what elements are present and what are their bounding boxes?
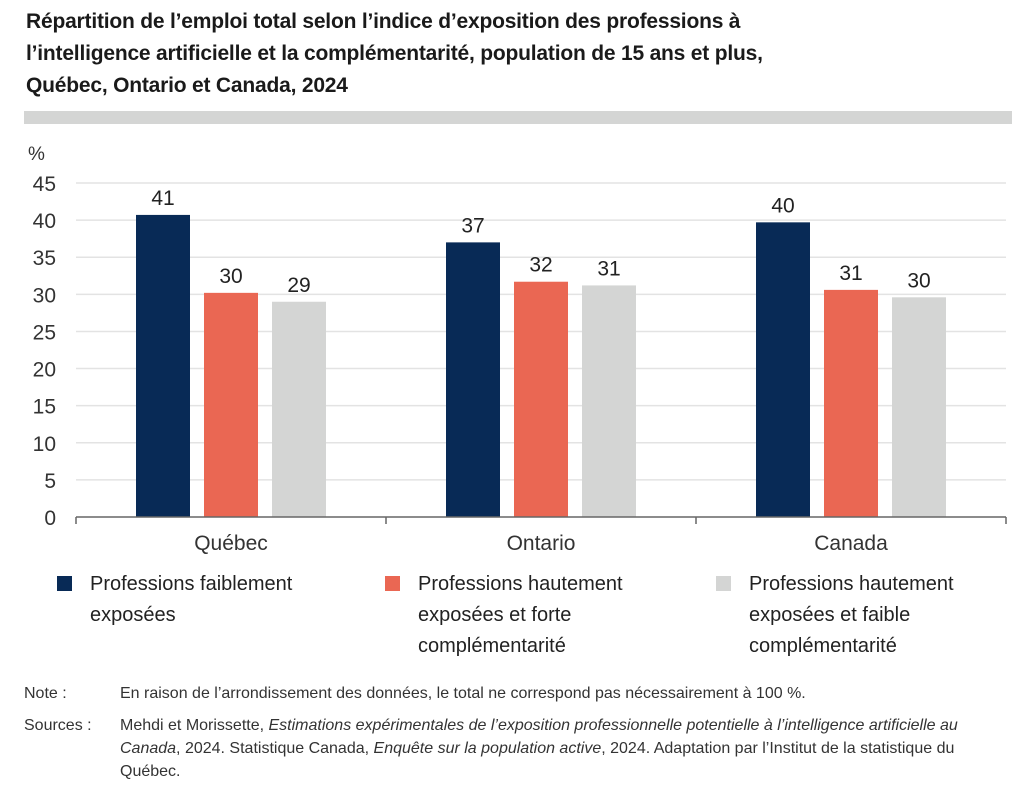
title-line: l’intelligence artificielle et la complé… <box>26 42 763 65</box>
bar <box>582 285 636 517</box>
legend-line: Professions hautement <box>749 573 954 595</box>
y-tick-label: 5 <box>44 470 56 493</box>
y-axis-unit-label: % <box>28 144 45 165</box>
title-line: Québec, Ontario et Canada, 2024 <box>26 74 348 97</box>
legend-line: exposées et faible <box>749 604 911 626</box>
sources-text-part: , 2024. Adaptation par l’Institut de la … <box>120 740 955 780</box>
bar-chart: % 0 5 10 15 20 25 30 35 40 45 41 30 29 Québec 37 32 31 Ont… <box>28 144 1007 555</box>
bar <box>204 292 258 517</box>
sources-text-part: , 2024. Statistique Canada, <box>176 740 374 757</box>
legend-line: exposées <box>90 604 176 626</box>
legend-label: Professions hautement exposées et faible… <box>749 569 954 662</box>
data-label: 31 <box>597 257 620 280</box>
legend-label: Professions faiblement exposées <box>90 569 292 631</box>
legend-swatch <box>57 576 72 591</box>
legend-swatch <box>716 576 731 591</box>
data-label: 37 <box>461 214 484 237</box>
title-line: Répartition de l’emploi total selon l’in… <box>26 10 741 33</box>
data-label: 30 <box>907 269 930 292</box>
x-tick-label: Canada <box>814 532 888 555</box>
note-label: Note : <box>24 685 67 702</box>
y-tick-label: 20 <box>33 359 56 382</box>
notes: Note : En raison de l’arrondissement des… <box>24 682 1014 792</box>
legend-line: complémentarité <box>418 635 566 657</box>
y-tick-label: 30 <box>33 284 56 307</box>
x-tick-label: Québec <box>194 532 268 555</box>
data-label: 40 <box>771 194 794 217</box>
bar <box>136 214 190 517</box>
bar <box>892 297 946 517</box>
data-label: 31 <box>839 262 862 285</box>
bar <box>824 289 878 517</box>
sources-title-italic: Estimations expérimentales de l’expositi… <box>120 717 958 757</box>
y-tick-label: 45 <box>33 173 56 196</box>
bar <box>272 301 326 517</box>
data-label: 32 <box>529 254 552 277</box>
title-divider <box>24 111 1012 124</box>
sources-text-part: Mehdi et Morissette, <box>120 717 269 734</box>
legend-item: Professions hautement exposées et forte … <box>385 569 623 662</box>
y-tick-label: 10 <box>33 433 56 456</box>
legend-line: complémentarité <box>749 635 897 657</box>
y-tick-label: 15 <box>33 396 56 419</box>
legend-item: Professions hautement exposées et faible… <box>716 569 954 662</box>
bar <box>446 242 500 517</box>
bar <box>756 222 810 517</box>
sources-title-italic: Enquête sur la population active <box>373 740 602 757</box>
legend-line: exposées et forte <box>418 604 572 626</box>
note-row: Note : En raison de l’arrondissement des… <box>24 682 1014 705</box>
x-tick-label: Ontario <box>507 532 576 555</box>
legend-label: Professions hautement exposées et forte … <box>418 569 623 662</box>
data-label: 41 <box>151 187 174 210</box>
data-label: 29 <box>287 274 310 297</box>
y-tick-label: 40 <box>33 210 56 233</box>
legend-item: Professions faiblement exposées <box>57 569 292 631</box>
note-text: En raison de l’arrondissement des donnée… <box>120 685 806 702</box>
bar <box>514 281 568 517</box>
sources-text: Mehdi et Morissette, Estimations expérim… <box>120 714 1014 783</box>
y-tick-label: 25 <box>33 321 56 344</box>
data-label: 30 <box>219 265 242 288</box>
legend-line: Professions hautement <box>418 573 623 595</box>
legend-swatch <box>385 576 400 591</box>
sources-label: Sources : <box>24 717 92 734</box>
legend: Professions faiblement exposées Professi… <box>0 569 1024 669</box>
y-tick-label: 35 <box>33 247 56 270</box>
sources-row: Sources : Mehdi et Morissette, Estimatio… <box>24 714 1014 783</box>
chart-title: Répartition de l’emploi total selon l’in… <box>26 6 1006 102</box>
y-tick-label: 0 <box>44 507 56 530</box>
legend-line: Professions faiblement <box>90 573 293 595</box>
